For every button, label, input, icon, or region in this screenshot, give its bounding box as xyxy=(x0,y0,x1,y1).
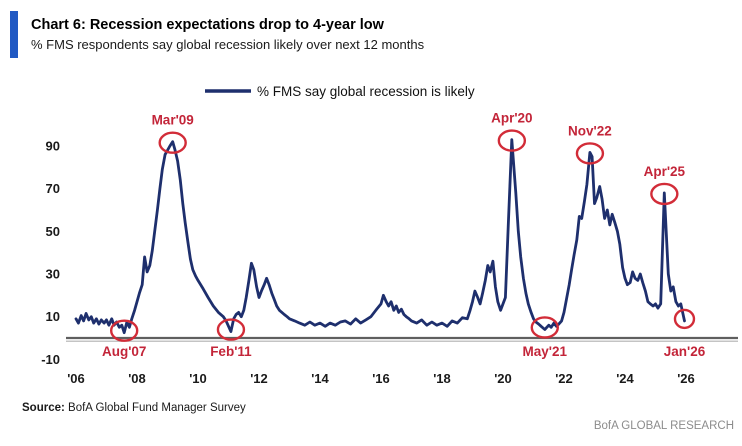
source-text: BofA Global Fund Manager Survey xyxy=(64,402,246,414)
chart-title: Chart 6: Recession expectations drop to … xyxy=(31,16,384,33)
recession-series-line xyxy=(74,138,686,335)
annotation-circle-apr25 xyxy=(650,182,679,206)
y-axis-tick-labels: 90 70 50 30 10 -10 xyxy=(41,139,60,367)
annotation-circle-apr20 xyxy=(497,129,527,152)
chart-header: Chart 6: Recession expectations drop to … xyxy=(10,11,424,58)
chart-subtitle: % FMS respondents say global recession l… xyxy=(31,36,425,52)
annotation-label-feb11: Feb'11 xyxy=(210,344,252,359)
x-tick-label: '26 xyxy=(677,371,695,386)
x-tick-label: '18 xyxy=(433,371,451,386)
y-tick-label: -10 xyxy=(41,352,60,367)
annotations-group: Mar'09 Apr'20 Nov'22 Apr'25 Aug'07 Feb'11 May'… xyxy=(102,111,706,359)
chart-legend: % FMS say global recession is likely xyxy=(205,84,475,99)
annotation-circle-feb11 xyxy=(216,318,246,341)
header-titles: Chart 6: Recession expectations drop to … xyxy=(31,11,424,58)
x-tick-label: '22 xyxy=(555,371,573,386)
x-tick-label: '06 xyxy=(67,371,85,386)
y-tick-label: 50 xyxy=(46,224,60,239)
annotation-label-may21: May'21 xyxy=(523,344,568,359)
x-tick-label: '12 xyxy=(250,371,268,386)
series-group xyxy=(74,138,686,335)
x-tick-label: '10 xyxy=(189,371,207,386)
y-tick-label: 30 xyxy=(46,267,60,282)
annotation-label-apr20: Apr'20 xyxy=(491,111,532,126)
brand-label: BofA GLOBAL RESEARCH xyxy=(593,420,734,432)
y-tick-label: 10 xyxy=(46,309,60,324)
source-line: Source: BofA Global Fund Manager Survey xyxy=(22,402,246,414)
annotation-circle-may21 xyxy=(530,316,559,339)
annotation-circle-nov22 xyxy=(575,142,605,165)
annotation-label-nov22: Nov'22 xyxy=(568,123,612,138)
x-tick-label: '14 xyxy=(311,371,329,386)
annotation-circle-aug07 xyxy=(109,319,139,342)
x-tick-label: '08 xyxy=(128,371,146,386)
x-tick-label: '24 xyxy=(616,371,634,386)
x-tick-label: '20 xyxy=(494,371,512,386)
annotation-circle-mar09 xyxy=(158,131,187,154)
annotation-label-apr25: Apr'25 xyxy=(644,164,686,179)
annotation-label-mar09: Mar'09 xyxy=(152,113,194,128)
x-axis xyxy=(66,336,738,342)
source-label: Source: xyxy=(22,402,65,414)
annotation-label-jan26: Jan'26 xyxy=(664,344,706,359)
x-tick-label: '16 xyxy=(372,371,390,386)
y-tick-label: 90 xyxy=(46,139,60,154)
legend-label: % FMS say global recession is likely xyxy=(257,84,475,99)
annotation-circle-jan26 xyxy=(673,308,696,330)
recession-expectations-line-chart: % FMS say global recession is likely 90 7… xyxy=(41,84,738,386)
annotation-label-aug07: Aug'07 xyxy=(102,344,146,359)
x-axis-tick-labels: '06 '08 '10 '12 '14 '16 '18 '20 '22 '24 '26 xyxy=(67,371,695,386)
header-accent-bar xyxy=(10,11,18,58)
y-tick-label: 70 xyxy=(46,181,60,196)
